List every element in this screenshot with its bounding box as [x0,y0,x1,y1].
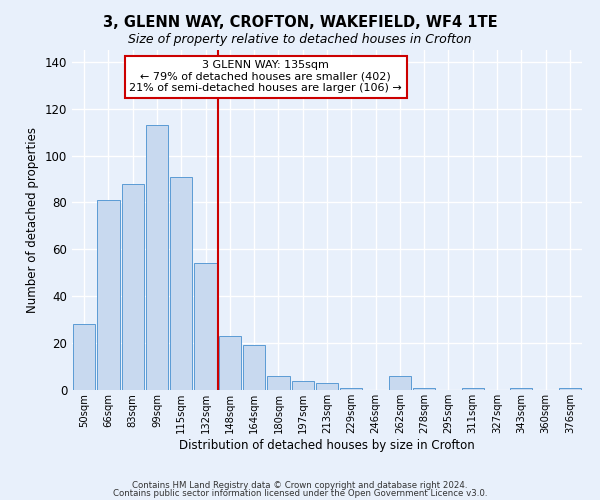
Text: Size of property relative to detached houses in Crofton: Size of property relative to detached ho… [128,32,472,46]
Text: Contains HM Land Registry data © Crown copyright and database right 2024.: Contains HM Land Registry data © Crown c… [132,480,468,490]
Bar [267,376,290,390]
Bar [170,176,193,390]
Bar [461,388,484,390]
Bar [194,264,217,390]
Bar [243,346,265,390]
Bar [73,324,95,390]
Bar [559,388,581,390]
Bar [122,184,144,390]
Text: 3 GLENN WAY: 135sqm
← 79% of detached houses are smaller (402)
21% of semi-detac: 3 GLENN WAY: 135sqm ← 79% of detached ho… [130,60,402,94]
Bar [316,383,338,390]
Text: 3, GLENN WAY, CROFTON, WAKEFIELD, WF4 1TE: 3, GLENN WAY, CROFTON, WAKEFIELD, WF4 1T… [103,15,497,30]
X-axis label: Distribution of detached houses by size in Crofton: Distribution of detached houses by size … [179,438,475,452]
Bar [218,336,241,390]
Bar [510,388,532,390]
Bar [292,380,314,390]
Bar [97,200,119,390]
Bar [146,125,168,390]
Text: Contains public sector information licensed under the Open Government Licence v3: Contains public sector information licen… [113,489,487,498]
Bar [413,388,436,390]
Bar [389,376,411,390]
Y-axis label: Number of detached properties: Number of detached properties [26,127,39,313]
Bar [340,388,362,390]
